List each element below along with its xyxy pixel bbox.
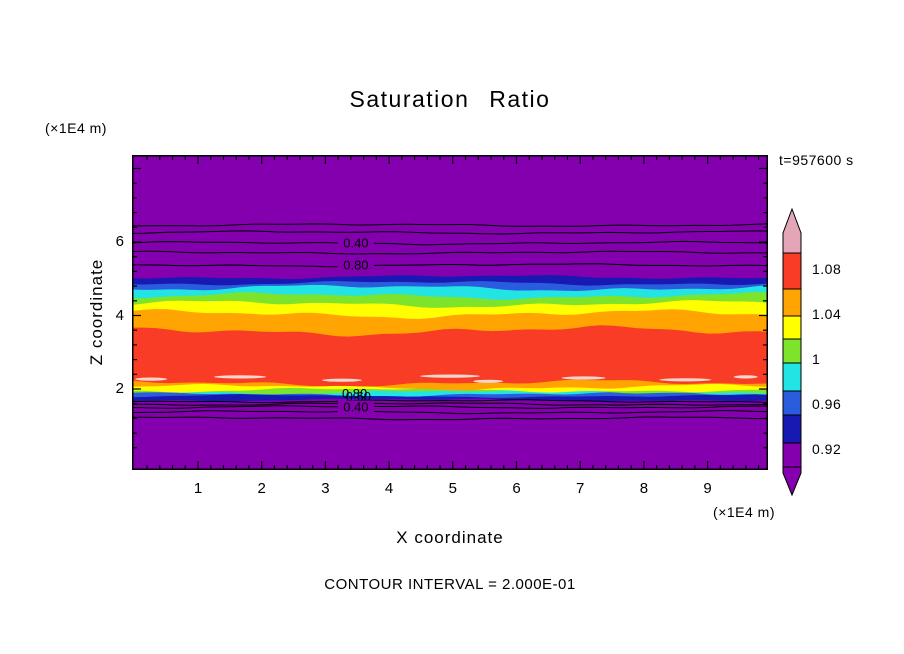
- page-title: Saturation Ratio: [349, 86, 551, 112]
- contour-value-labels: 0.400.800.800.600.40: [337, 236, 374, 415]
- colorbar-tick-label: 1.08: [812, 261, 842, 277]
- timestamp-label: t=957600 s: [779, 152, 854, 168]
- svg-text:0.40: 0.40: [343, 400, 368, 415]
- x-tick-label: 6: [512, 480, 521, 497]
- x-tick-label: 3: [321, 480, 330, 497]
- x-tick-label: 7: [576, 480, 585, 497]
- plot-border: [132, 155, 768, 470]
- contour-interval-label: CONTOUR INTERVAL = 2.000E-01: [324, 576, 576, 593]
- y-tick-label: 6: [115, 233, 124, 250]
- svg-text:0.40: 0.40: [343, 236, 368, 251]
- x-tick-label: 5: [448, 480, 457, 497]
- x-tick-label: 2: [257, 480, 266, 497]
- contour-plot: 0.400.800.800.600.40: [132, 155, 768, 470]
- x-axis-unit-label: (×1E4 m): [713, 504, 775, 520]
- x-tick-label: 9: [703, 480, 712, 497]
- y-tick-label: 2: [115, 380, 124, 397]
- colorbar-tick-label: 1.04: [812, 306, 842, 322]
- x-tick-label: 1: [193, 480, 203, 497]
- svg-text:0.80: 0.80: [343, 258, 368, 273]
- y-tick-label: 4: [115, 306, 124, 324]
- contour-lines: [132, 223, 768, 421]
- colorbar-tick-label: 0.92: [812, 441, 842, 457]
- y-axis-unit-label: (×1E4 m): [45, 120, 107, 136]
- x-tick-label: 8: [639, 480, 649, 497]
- x-tick-label: 4: [384, 480, 394, 497]
- svg-text:0.60: 0.60: [346, 389, 371, 404]
- colorbar-top-arrow: [782, 207, 802, 254]
- colorbar: [782, 207, 802, 497]
- svg-text:0.80: 0.80: [342, 386, 367, 401]
- filled-contour-bands: 0.400.800.800.600.40: [132, 155, 768, 470]
- colorbar-tick-label: 1: [812, 351, 821, 367]
- colorbar-tick-label: 0.96: [812, 396, 842, 412]
- colorbar-bottom-arrow: [782, 466, 802, 497]
- x-axis-label: X coordinate: [396, 528, 504, 547]
